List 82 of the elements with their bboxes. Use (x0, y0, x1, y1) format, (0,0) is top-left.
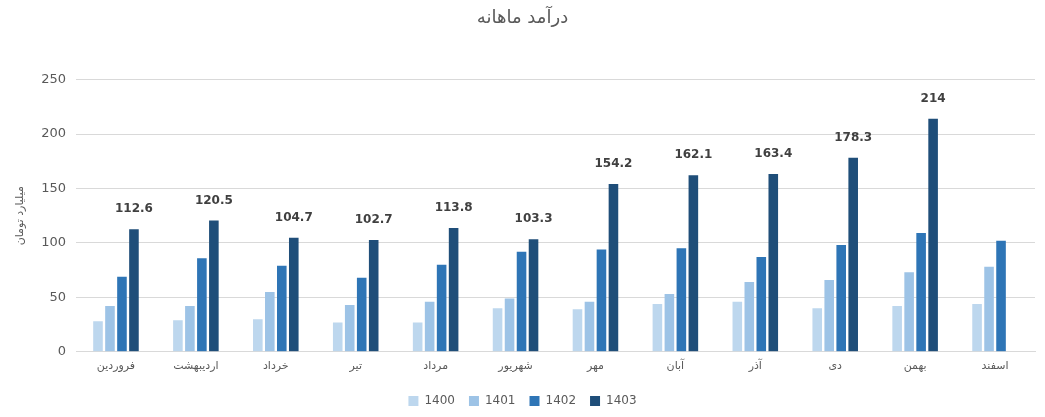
bar (117, 276, 127, 352)
bar (412, 322, 423, 352)
data-label: 102.7 (354, 212, 393, 227)
bar (424, 301, 435, 352)
bar (688, 175, 699, 352)
bar (209, 220, 219, 352)
bar (173, 320, 183, 352)
x-tick-label: اسفند (981, 359, 1009, 373)
bar (197, 258, 207, 352)
x-tick-label: آذر (747, 358, 763, 373)
bar (972, 303, 982, 352)
bar (492, 308, 503, 352)
x-tick-label: تیر (348, 359, 362, 373)
y-tick-label: 150 (41, 179, 67, 195)
data-label: 120.5 (194, 192, 233, 207)
bar (904, 272, 914, 352)
bar (516, 251, 527, 352)
y-tick-label: 0 (57, 343, 67, 359)
bar (356, 277, 367, 352)
bar (664, 294, 675, 352)
data-label: 163.4 (754, 146, 793, 161)
bar (756, 257, 767, 352)
bar (768, 173, 779, 352)
bar (892, 306, 902, 352)
data-label: 112.6 (114, 201, 153, 216)
bar (608, 183, 619, 352)
x-tick-label: شهریور (497, 359, 533, 373)
x-tick-label: مهر (585, 359, 605, 373)
bar (848, 157, 858, 352)
bar (732, 301, 743, 352)
bar (448, 227, 459, 352)
y-tick-label: 100 (41, 234, 67, 250)
legend-label: 1402 (545, 393, 577, 408)
bar (504, 298, 515, 352)
bar (916, 233, 926, 352)
bar (332, 322, 343, 352)
bar (185, 306, 195, 352)
data-label: 154.2 (594, 156, 633, 171)
data-label: 178.3 (834, 129, 873, 144)
bar (436, 264, 447, 352)
y-axis-title: میلیارد تومان (13, 185, 27, 246)
bar (129, 229, 139, 352)
bar (288, 237, 299, 352)
bar (105, 306, 115, 352)
legend-label: 1401 (484, 393, 516, 408)
x-tick-label: بهمن (903, 359, 927, 373)
data-label: 104.7 (274, 209, 313, 224)
x-tick-label: دی (828, 359, 843, 373)
y-tick-label: 50 (49, 288, 67, 304)
x-tick-label: خرداد (262, 359, 289, 373)
x-tick-label: فروردین (96, 359, 136, 373)
bar (836, 245, 846, 352)
legend-label: 1400 (424, 393, 455, 408)
x-tick-label: مرداد (423, 359, 449, 373)
bar (344, 304, 355, 352)
bar (265, 291, 275, 352)
x-tick-label: آبان (666, 358, 686, 373)
bar (584, 301, 595, 352)
bar (744, 282, 755, 352)
bar (528, 239, 539, 352)
data-label: 162.1 (674, 147, 713, 162)
bar (253, 319, 263, 352)
bar (984, 266, 994, 352)
bar (277, 265, 287, 352)
bar (676, 248, 687, 352)
chart-title: درآمد ماهانه (476, 5, 569, 28)
x-tick-label: اردیبهشت (173, 359, 219, 373)
bar (93, 321, 103, 352)
bar (824, 279, 835, 352)
bar (812, 308, 823, 352)
data-label: 214 (920, 90, 946, 105)
bar (652, 303, 663, 352)
legend-label: 1403 (606, 393, 637, 408)
bar (928, 118, 938, 352)
data-label: 113.8 (434, 200, 473, 215)
data-label: 103.3 (514, 211, 553, 226)
y-tick-label: 250 (41, 70, 67, 86)
bar (596, 249, 607, 352)
bar (572, 309, 583, 352)
bar (368, 239, 379, 352)
bar (996, 240, 1006, 352)
y-tick-label: 200 (41, 125, 67, 141)
